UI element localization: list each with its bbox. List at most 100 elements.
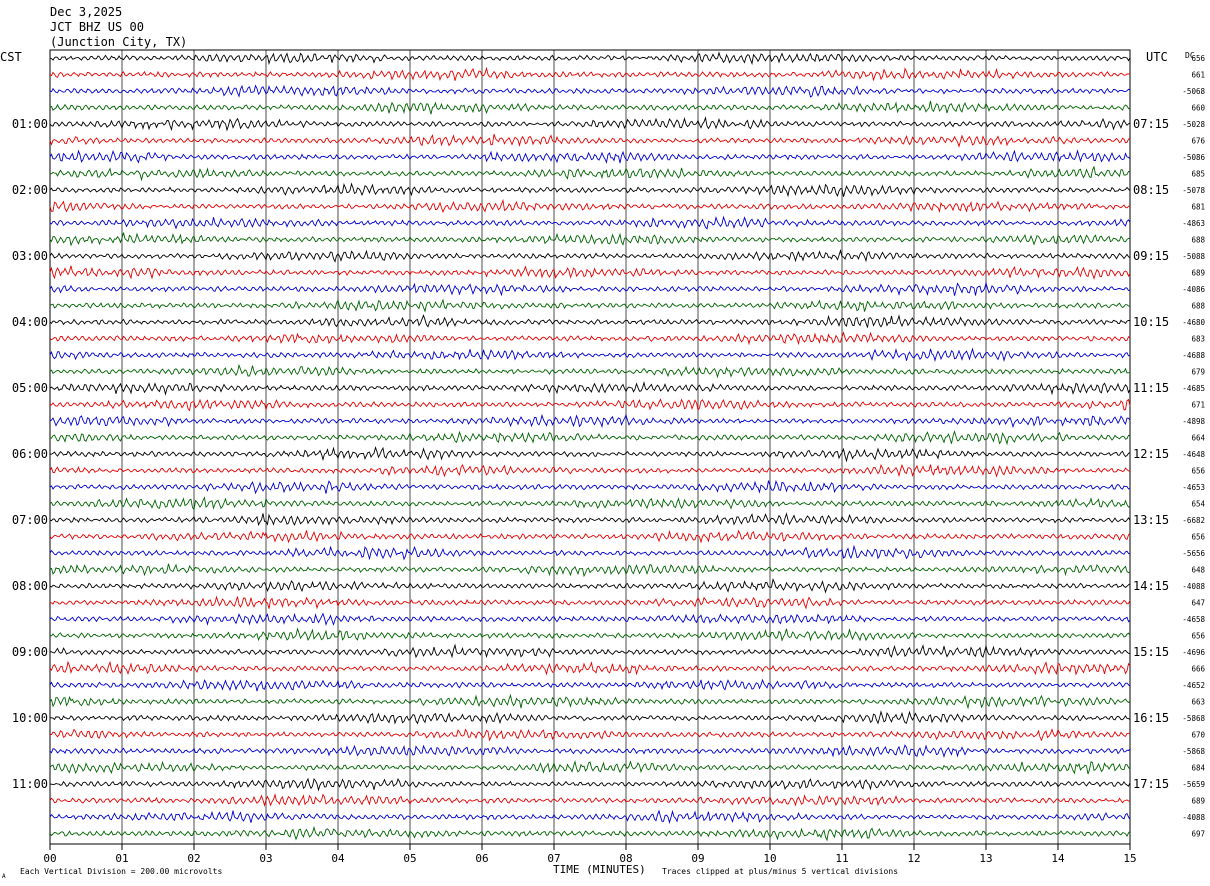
trace-line [49, 215, 1131, 230]
right-hour-label: 13:15 [1133, 513, 1169, 527]
trace-line [49, 744, 1131, 759]
minute-gridlines [121, 50, 1059, 844]
x-tick-label: 14 [1051, 852, 1065, 865]
trace-line [49, 265, 1131, 280]
trace-line [49, 248, 1131, 263]
dc-offset-label: 647 [1191, 599, 1205, 608]
dc-offset-label: 684 [1191, 764, 1205, 773]
trace-line [49, 693, 1131, 710]
trace-line [49, 809, 1131, 825]
x-tick-label: 15 [1123, 852, 1136, 865]
trace-line [49, 149, 1131, 164]
dc-offset-label: -5088 [1182, 252, 1205, 261]
left-hour-label: 01:00 [12, 117, 48, 131]
dc-offset-label: 683 [1191, 335, 1205, 344]
trace-line [49, 578, 1131, 594]
x-tick-label: 06 [475, 852, 488, 865]
dc-offset-label: -4898 [1182, 417, 1205, 426]
trace-line [49, 627, 1131, 642]
left-hour-label: 05:00 [12, 381, 48, 395]
trace-line [49, 100, 1131, 115]
dc-offset-labels: 656 661 -5068 660 -5028 676 -5086 685 -5078 681 -4… [1182, 54, 1205, 839]
dc-offset-label: 660 [1191, 104, 1205, 113]
trace-line [49, 529, 1131, 544]
trace-line [49, 595, 1131, 610]
x-tick-label: 01 [115, 852, 128, 865]
dc-offset-label: 664 [1191, 434, 1205, 443]
dc-offset-label: -4086 [1182, 285, 1205, 294]
right-hour-label: 15:15 [1133, 645, 1169, 659]
left-hour-label: 09:00 [12, 645, 48, 659]
right-hour-label: 10:15 [1133, 315, 1169, 329]
trace-line [49, 51, 1131, 66]
dc-offset-label: 697 [1191, 830, 1205, 839]
dc-offset-label: 654 [1191, 500, 1205, 509]
dc-offset-label: -5086 [1182, 153, 1205, 162]
x-axis-title: TIME (MINUTES) [553, 863, 646, 876]
dc-offset-label: 685 [1191, 170, 1205, 179]
dc-offset-label: 648 [1191, 566, 1205, 575]
dc-offset-label: 671 [1191, 401, 1205, 410]
right-axis-title: UTC [1146, 50, 1168, 64]
right-hour-label: 14:15 [1133, 579, 1169, 593]
x-tick-label: 04 [331, 852, 345, 865]
dc-offset-label: 679 [1191, 368, 1205, 377]
dc-offset-label: -4088 [1182, 582, 1205, 591]
right-hour-label: 11:15 [1133, 381, 1169, 395]
x-tick-label: 05 [403, 852, 416, 865]
trace-line [49, 232, 1131, 247]
trace-line [49, 198, 1131, 214]
trace-line [49, 281, 1131, 297]
left-hour-label: 08:00 [12, 579, 48, 593]
trace-line [49, 134, 1131, 148]
dc-offset-label: -4658 [1182, 615, 1205, 624]
trace-line [49, 363, 1131, 379]
trace-line [49, 660, 1131, 676]
dc-offset-label: -4680 [1182, 318, 1205, 327]
trace-line [49, 429, 1131, 446]
x-tick-label: 11 [835, 852, 848, 865]
trace-line [49, 314, 1130, 328]
trace-line [49, 116, 1131, 132]
dc-offset-label: -5868 [1182, 714, 1205, 723]
trace-line [49, 793, 1131, 807]
right-hour-labels: 07:15 08:15 09:15 10:15 11:15 12:15 13:15 14:15… [1133, 117, 1169, 791]
dc-offset-label: -4688 [1182, 351, 1205, 360]
trace-line [49, 825, 1131, 842]
scale-note: Each Vertical Division = 200.00 microvol… [20, 867, 222, 876]
right-hour-label: 16:15 [1133, 711, 1169, 725]
station-label: JCT BHZ US 00 [50, 20, 144, 34]
dc-offset-label: -5659 [1182, 780, 1205, 789]
trace-line [49, 298, 1131, 313]
trace-line [49, 678, 1131, 692]
trace-line [49, 479, 1131, 495]
date-label: Dec 3,2025 [50, 5, 122, 19]
plot-frame [49, 49, 1131, 845]
dc-offset-label: -4685 [1182, 384, 1205, 393]
x-tick-label: 12 [907, 852, 920, 865]
trace-line [49, 496, 1131, 511]
clip-note: Traces clipped at plus/minus 5 vertical … [662, 867, 898, 876]
left-hour-label: 06:00 [12, 447, 48, 461]
trace-line [49, 463, 1131, 478]
left-hour-label: 04:00 [12, 315, 48, 329]
trace-line [49, 380, 1131, 396]
dc-offset-label: -4696 [1182, 648, 1205, 657]
dc-offset-label: 688 [1191, 302, 1205, 311]
dc-offset-label: 688 [1191, 236, 1205, 245]
trace-line [49, 445, 1131, 463]
left-axis-title: CST [0, 50, 22, 64]
right-hour-label: 07:15 [1133, 117, 1169, 131]
dc-offset-label: -5868 [1182, 747, 1205, 756]
dc-offset-label: -5068 [1182, 87, 1205, 96]
x-tick-label: 03 [259, 852, 272, 865]
right-hour-label: 09:15 [1133, 249, 1169, 263]
trace-line [49, 643, 1131, 659]
trace-line [49, 165, 1130, 182]
trace-line [49, 66, 1131, 82]
dc-offset-label: 661 [1191, 71, 1205, 80]
dc-offset-label: -6682 [1182, 516, 1205, 525]
left-hour-label: 03:00 [12, 249, 48, 263]
trace-line [49, 760, 1131, 775]
